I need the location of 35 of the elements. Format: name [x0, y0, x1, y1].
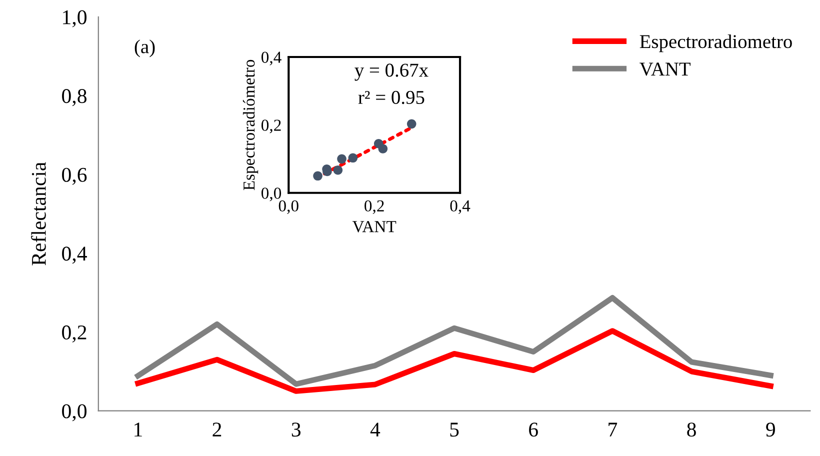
x-tick-label: 5	[450, 422, 459, 437]
point	[406, 119, 416, 129]
y-tick-label: 0,0	[262, 188, 282, 202]
x-tick-label: 8	[687, 422, 696, 437]
x-tick-label: 7	[608, 422, 618, 436]
annotation: y = 0.67x	[354, 64, 428, 81]
x-tick-label: 1	[134, 422, 142, 436]
x-tick-label: 4	[370, 422, 380, 436]
legend-label: Espectroradiometro	[640, 34, 792, 52]
y-axis-title: Reflectancia	[31, 162, 46, 266]
y-tick-label: 0,0	[62, 404, 86, 422]
legend-label: VANT	[640, 62, 691, 76]
x-tick-label: 0,4	[450, 200, 470, 214]
y-tick-label: 0,2	[62, 325, 86, 342]
y-tick-label: 0,2	[262, 120, 281, 134]
x-tick-label: 2	[212, 422, 222, 436]
y-axis-title: Espectroradiómetro	[242, 60, 258, 190]
y-tick-label: 0,6	[62, 168, 87, 185]
x-tick-label: 9	[766, 422, 775, 437]
y-tick-label: 0,8	[62, 89, 86, 106]
point	[333, 165, 343, 175]
annotation: (a)	[134, 40, 155, 58]
point	[313, 171, 322, 181]
point	[374, 138, 384, 148]
x-tick-label: 0,2	[364, 200, 384, 214]
annotation: r² = 0.95	[358, 90, 424, 104]
y-tick-label: 0,4	[262, 52, 282, 66]
y-tick-label: 0,4	[62, 246, 87, 264]
point	[337, 154, 346, 164]
point	[348, 153, 358, 163]
x-tick-label: 6	[529, 422, 538, 437]
y-tick-label: 1,0	[63, 10, 86, 28]
x-tick-label: 0,0	[278, 200, 298, 214]
x-axis-title: VANT	[352, 221, 396, 232]
x-tick-label: 3	[292, 422, 301, 437]
